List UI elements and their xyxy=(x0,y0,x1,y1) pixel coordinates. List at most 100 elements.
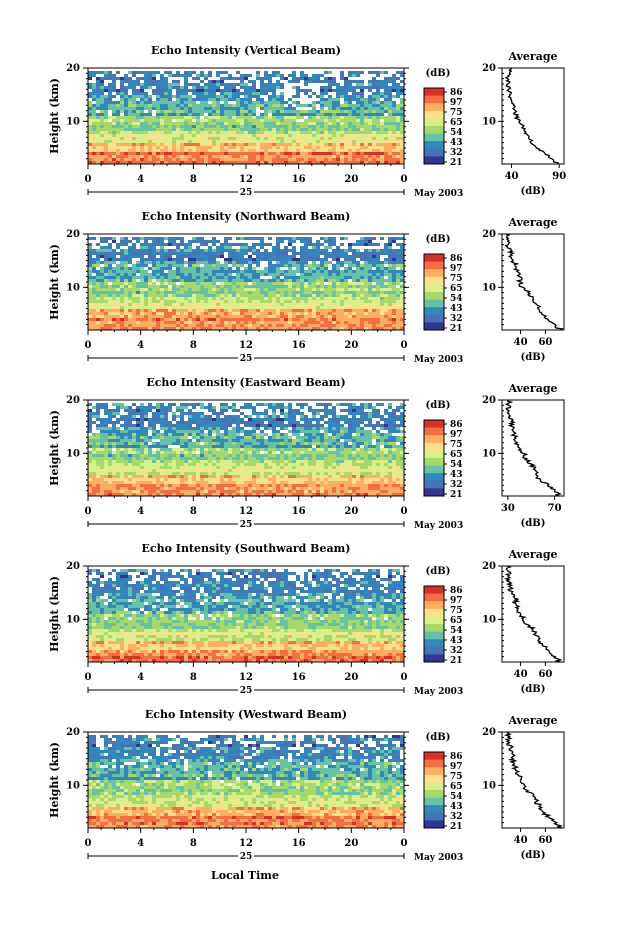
heatmap-cell xyxy=(88,149,92,152)
heatmap-cell xyxy=(160,243,164,246)
heatmap-cell xyxy=(316,297,320,300)
heatmap-cell xyxy=(204,143,208,146)
heatmap-cell xyxy=(236,92,240,95)
heatmap-cell xyxy=(276,294,280,297)
heatmap-cell xyxy=(88,146,92,149)
heatmap-cell xyxy=(340,300,344,303)
heatmap-cell xyxy=(100,285,104,288)
heatmap-cell xyxy=(356,134,360,137)
heatmap-cell xyxy=(364,267,368,270)
heatmap-cell xyxy=(336,119,340,122)
heatmap-cell xyxy=(284,300,288,303)
heatmap-cell xyxy=(356,140,360,143)
heatmap-cell xyxy=(156,403,160,406)
heatmap-cell xyxy=(396,309,400,312)
heatmap-cell xyxy=(392,321,396,324)
panels-layer: Echo Intensity (Vertical Beam)2010Height… xyxy=(48,44,566,863)
heatmap-cell xyxy=(284,258,288,261)
heatmap-cell xyxy=(128,161,132,164)
heatmap-cell xyxy=(300,104,304,107)
heatmap-cell xyxy=(96,297,100,300)
heatmap-cell xyxy=(176,406,180,409)
heatmap-cell xyxy=(344,146,348,149)
heatmap-cell xyxy=(336,270,340,273)
heatmap-cell xyxy=(104,116,108,119)
heatmap-cell xyxy=(128,409,132,412)
heatmap-cell xyxy=(132,306,136,309)
heatmap-cell xyxy=(248,258,252,261)
heatmap-cell xyxy=(376,264,380,267)
heatmap-cell xyxy=(212,315,216,318)
heatmap-cell xyxy=(400,270,404,273)
heatmap-cell xyxy=(320,258,324,261)
heatmap-cell xyxy=(192,273,196,276)
heatmap-cell xyxy=(144,77,148,80)
date-label: May 2003 xyxy=(414,355,463,365)
heatmap-cell xyxy=(264,143,268,146)
heatmap-cell xyxy=(364,240,368,243)
heatmap-cell xyxy=(284,261,288,264)
heatmap-cell xyxy=(328,246,332,249)
heatmap-cell xyxy=(376,294,380,297)
heatmap-cell xyxy=(240,128,244,131)
heatmap-cell xyxy=(208,403,212,406)
heatmap-cell xyxy=(112,83,116,86)
heatmap-cell xyxy=(276,161,280,164)
heatmap-cell xyxy=(192,152,196,155)
heatmap-cell xyxy=(376,131,380,134)
heatmap-cell xyxy=(280,128,284,131)
heatmap-cell xyxy=(176,113,180,116)
heatmap-cell xyxy=(312,92,316,95)
heatmap-cell xyxy=(176,243,180,246)
heatmap-cell xyxy=(368,318,372,321)
heatmap-cell xyxy=(152,92,156,95)
heatmap-cell xyxy=(180,122,184,125)
heatmap-cell xyxy=(368,71,372,74)
heatmap-cell xyxy=(376,258,380,261)
heatmap-cell xyxy=(244,315,248,318)
heatmap-cell xyxy=(88,264,92,267)
heatmap-cell xyxy=(220,288,224,291)
heatmap-cell xyxy=(124,409,128,412)
heatmap-cell xyxy=(204,291,208,294)
heatmap-cell xyxy=(200,297,204,300)
colorbar-swatch xyxy=(424,133,444,142)
heatmap-cell xyxy=(124,140,128,143)
heatmap-cell xyxy=(136,309,140,312)
heatmap-cell xyxy=(332,237,336,240)
heatmap-cell xyxy=(212,309,216,312)
heatmap-cell xyxy=(156,128,160,131)
heatmap-cell xyxy=(244,143,248,146)
heatmap-cell xyxy=(256,146,260,149)
heatmap-cell xyxy=(180,101,184,104)
heatmap-cell xyxy=(108,409,112,412)
heatmap-cell xyxy=(208,279,212,282)
heatmap-cell xyxy=(116,406,120,409)
heatmap-cell xyxy=(200,119,204,122)
heatmap-cell xyxy=(172,134,176,137)
heatmap-cell xyxy=(300,89,304,92)
heatmap-cell xyxy=(120,258,124,261)
heatmap-cell xyxy=(116,89,120,92)
heatmap-cell xyxy=(280,261,284,264)
average-y-tick-label: 10 xyxy=(482,116,496,127)
heatmap-cell xyxy=(184,92,188,95)
heatmap-cell xyxy=(252,128,256,131)
heatmap-cell xyxy=(100,119,104,122)
heatmap-cell xyxy=(140,134,144,137)
heatmap-cell xyxy=(88,279,92,282)
heatmap-cell xyxy=(344,134,348,137)
heatmap-cell xyxy=(376,288,380,291)
heatmap-cell xyxy=(144,285,148,288)
heatmap-cell xyxy=(360,137,364,140)
heatmap-cell xyxy=(344,252,348,255)
heatmap-cell xyxy=(140,406,144,409)
heatmap-cell xyxy=(384,146,388,149)
heatmap-cell xyxy=(156,243,160,246)
heatmap-cell xyxy=(324,327,328,330)
heatmap-cell xyxy=(392,327,396,330)
heatmap-cell xyxy=(284,131,288,134)
panel-1: Echo Intensity (Northward Beam)2010Heigh… xyxy=(48,210,565,365)
heatmap-cell xyxy=(252,288,256,291)
heatmap-cell xyxy=(220,282,224,285)
